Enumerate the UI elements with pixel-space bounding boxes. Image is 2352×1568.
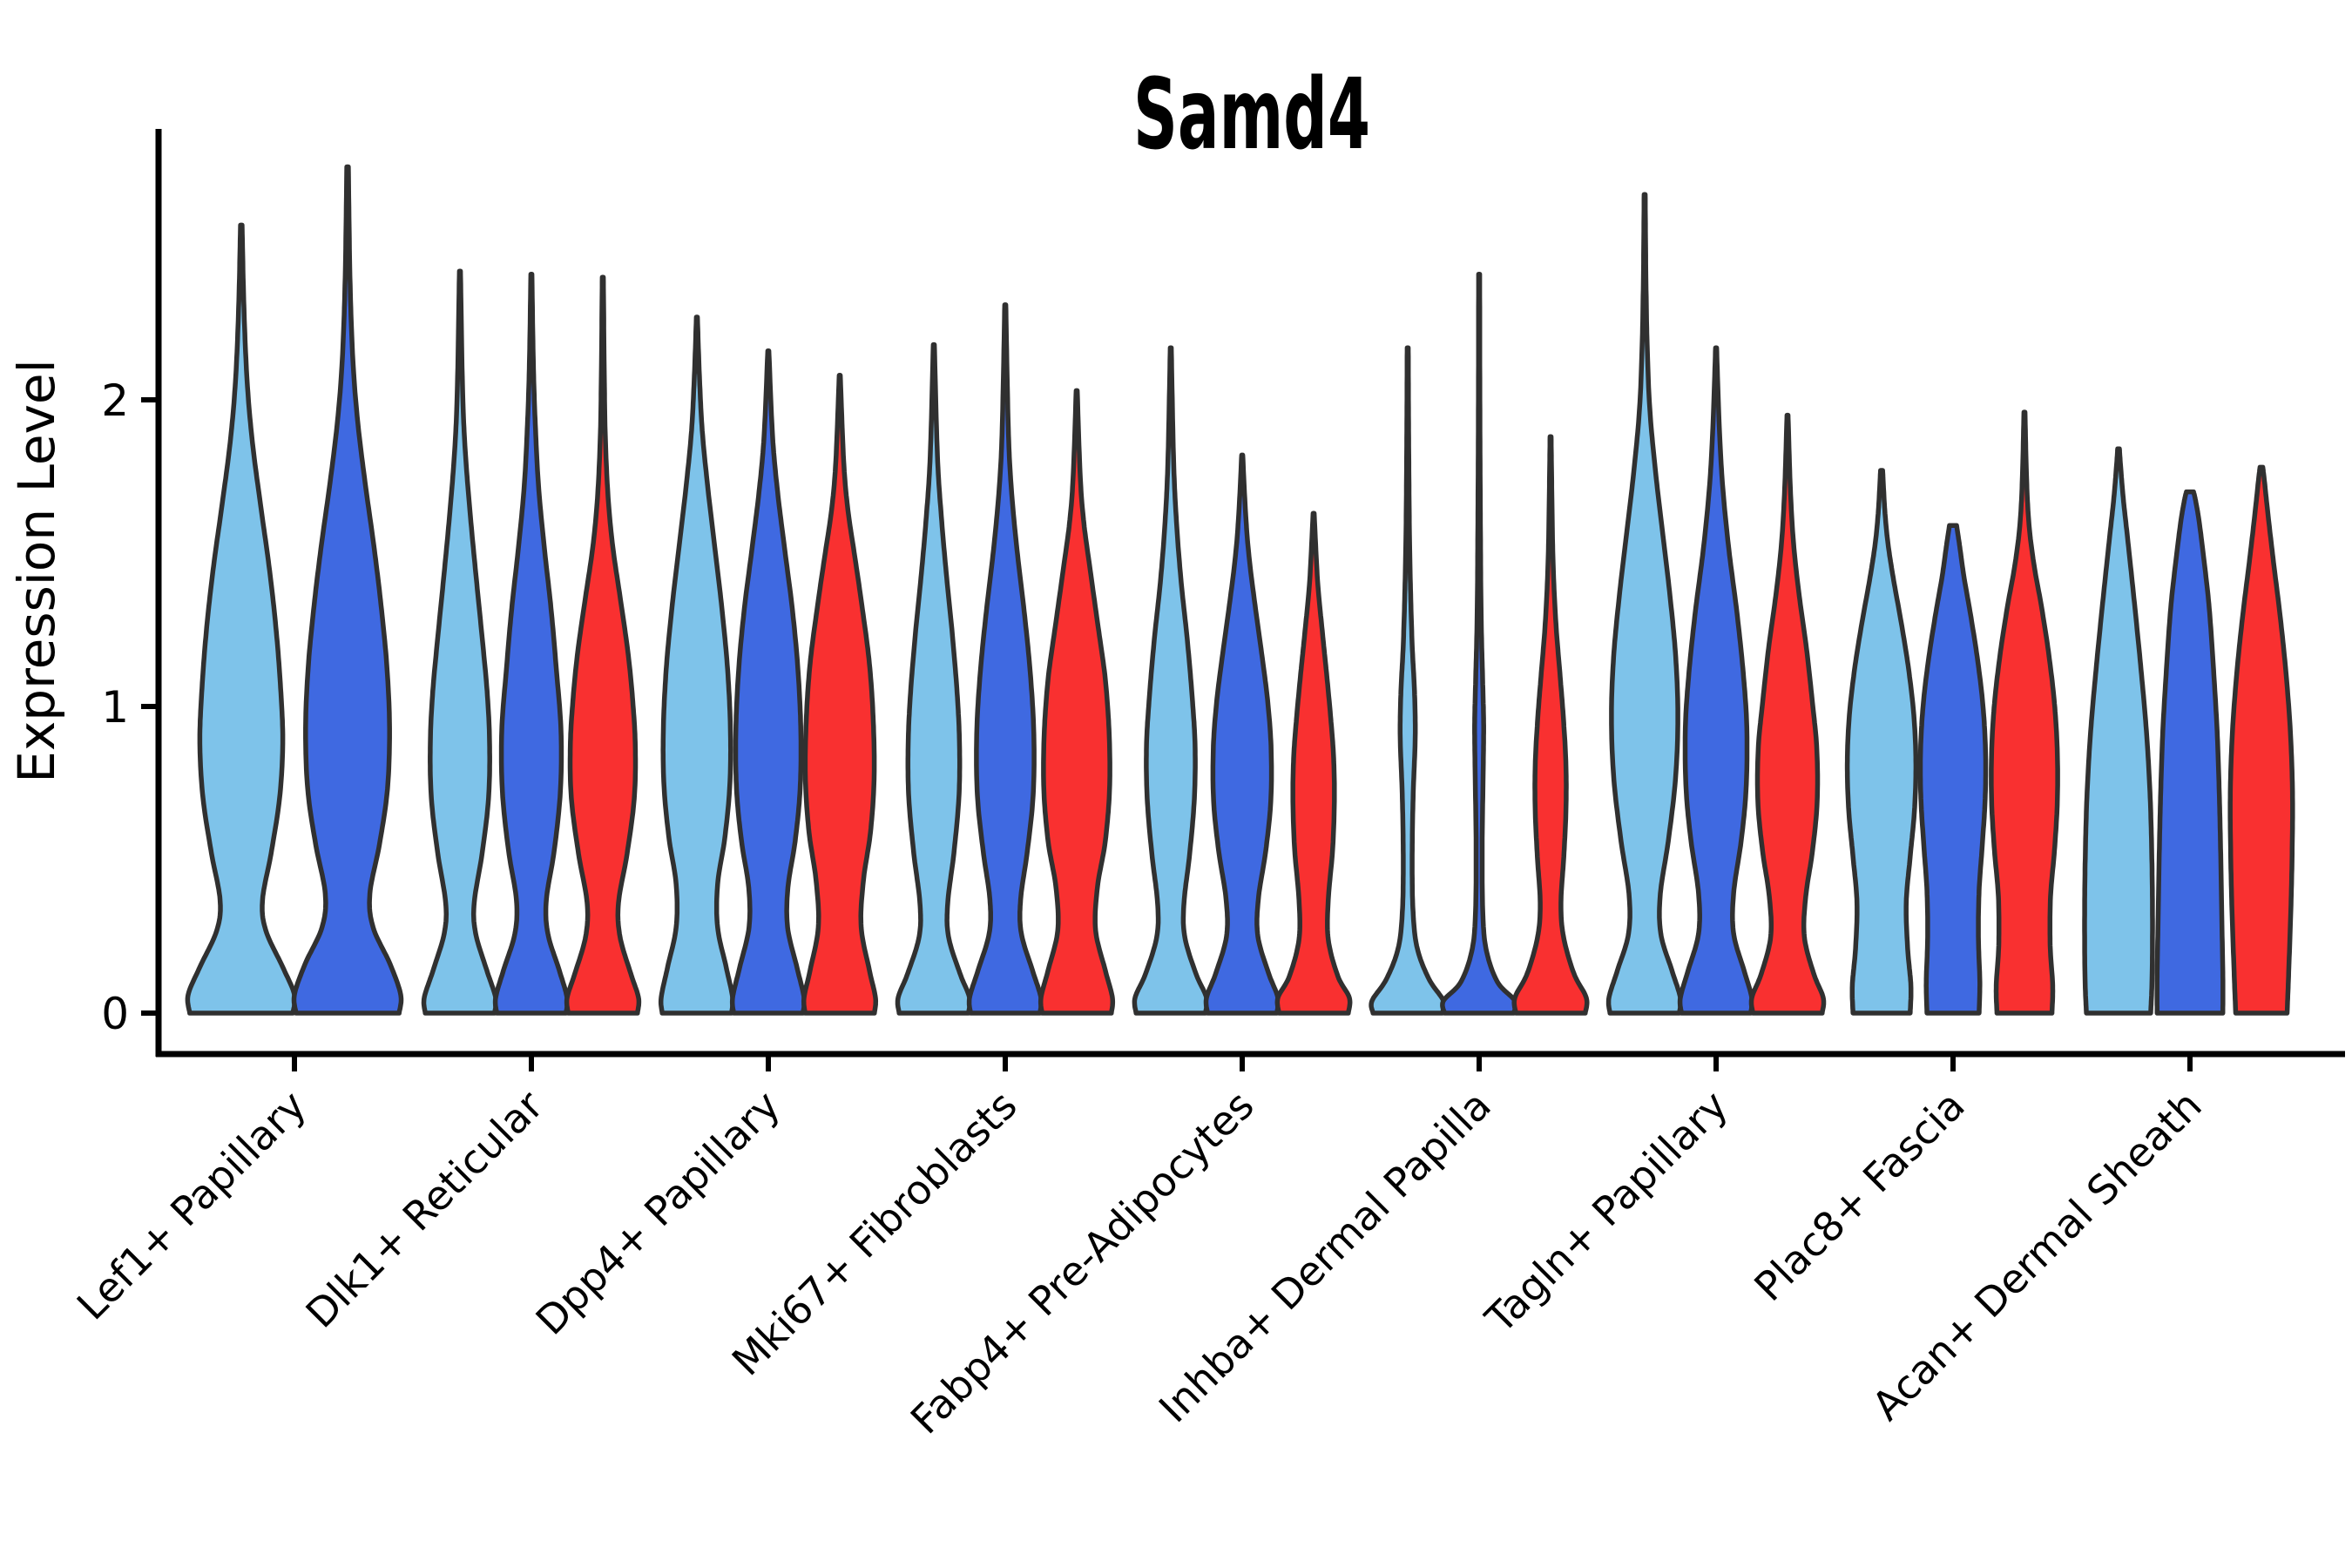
violin-acan-dermal-sheath-royal-blue: [2154, 489, 2226, 1016]
violin-plac8-fascia-red: [1989, 409, 2060, 1016]
violin-dlk1-reticular-light-blue: [421, 268, 499, 1016]
violin-mki67-fibroblasts-red: [1037, 388, 1116, 1016]
violin-tagln-papillary-red: [1748, 412, 1827, 1016]
violin-acan-dermal-sheath-red: [2227, 464, 2295, 1016]
violin-dpp4-papillary-light-blue: [658, 314, 736, 1016]
y-tick-label-1: 1: [101, 682, 129, 733]
violin-inhba-dermal-papilla-red: [1511, 434, 1590, 1016]
violin-dlk1-reticular-royal-blue: [492, 271, 571, 1016]
violin-fabp4-pre-adipocytes-light-blue: [1132, 345, 1210, 1016]
violin-inhba-dermal-papilla-royal-blue: [1440, 271, 1518, 1016]
x-tick-label-plac8-fascia: Plac8+ Fascia: [1745, 1082, 1973, 1310]
violin-dpp4-papillary-red: [801, 373, 879, 1016]
violin-acan-dermal-sheath-light-blue: [2082, 446, 2155, 1016]
violin-fabp4-pre-adipocytes-red: [1274, 510, 1353, 1016]
violin-mki67-fibroblasts-light-blue: [895, 341, 973, 1016]
violin-mki67-fibroblasts-royal-blue: [966, 302, 1044, 1016]
y-tick-label-0: 0: [101, 989, 129, 1039]
violin-lef1-papillary-light-blue: [185, 222, 298, 1016]
y-tick-label-2: 2: [101, 375, 129, 426]
violin-dpp4-papillary-royal-blue: [729, 348, 808, 1016]
x-tick-label-lef1-papillary: Lef1+ Papillary: [68, 1082, 315, 1329]
violin-plac8-fascia-royal-blue: [1917, 523, 1989, 1016]
violin-plac8-fascia-light-blue: [1844, 468, 1919, 1016]
x-tick-label-tagln-papillary: Tagln+ Papillary: [1476, 1082, 1737, 1343]
violin-tagln-papillary-royal-blue: [1677, 345, 1755, 1016]
violin-dlk1-reticular-red: [564, 274, 642, 1016]
violin-tagln-papillary-light-blue: [1605, 192, 1684, 1016]
violin-fabp4-pre-adipocytes-royal-blue: [1203, 452, 1281, 1016]
violin-lef1-papillary-royal-blue: [291, 164, 404, 1016]
x-tick-label-dpp4-papillary: Dpp4+ Papillary: [527, 1082, 789, 1344]
x-tick-label-dlk1-reticular: Dlk1+ Reticular: [297, 1082, 552, 1337]
violin-inhba-dermal-papilla-light-blue: [1369, 345, 1447, 1016]
y-axis-label: Expression Level: [7, 359, 66, 782]
chart-title: Samd4: [1133, 58, 1370, 172]
